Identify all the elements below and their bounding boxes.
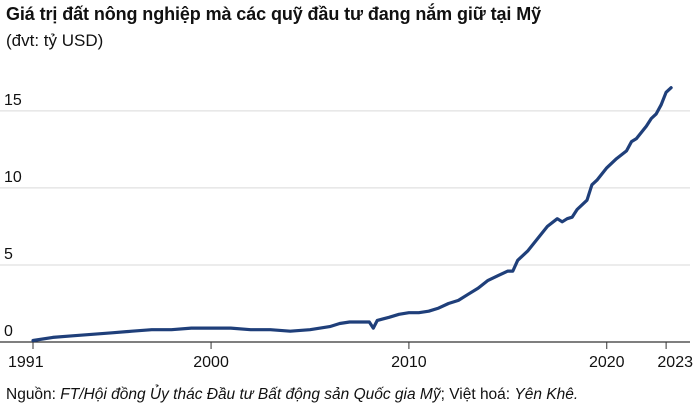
series-layer — [31, 86, 673, 343]
x-tick-label: 1991 — [8, 354, 44, 371]
chart-title: Giá trị đất nông nghiệp mà các quỹ đầu t… — [6, 4, 542, 24]
x-tick-labels: 1991 2000 2010 2020 2023 — [8, 342, 693, 371]
x-tick-label: 2010 — [391, 354, 427, 371]
credit-body: Yên Khê. — [514, 386, 579, 403]
series-line-0 — [31, 86, 673, 343]
y-tick-labels: 0 5 10 15 — [4, 92, 22, 340]
x-tick-label: 2000 — [193, 354, 229, 371]
x-tick-label: 2023 — [657, 354, 693, 371]
credit-prefix: ; Việt hoá: — [440, 386, 515, 403]
x-tick-label: 2020 — [589, 354, 625, 371]
source-note: Nguồn: FT/Hội đồng Ủy thác Đầu tư Bất độ… — [6, 386, 578, 404]
chart-subtitle: (đvt: tỷ USD) — [6, 31, 104, 50]
gridlines — [0, 110, 690, 343]
source-prefix: Nguồn: — [6, 386, 61, 403]
y-tick-label: 0 — [4, 323, 13, 340]
line-chart: 0 5 10 15 1991 2000 2010 2020 2023 — [0, 86, 693, 371]
y-tick-label: 5 — [4, 246, 13, 263]
y-tick-label: 15 — [4, 92, 22, 109]
source-body: FT/Hội đồng Ủy thác Đầu tư Bất động sản … — [60, 386, 441, 403]
y-tick-label: 10 — [4, 169, 22, 186]
